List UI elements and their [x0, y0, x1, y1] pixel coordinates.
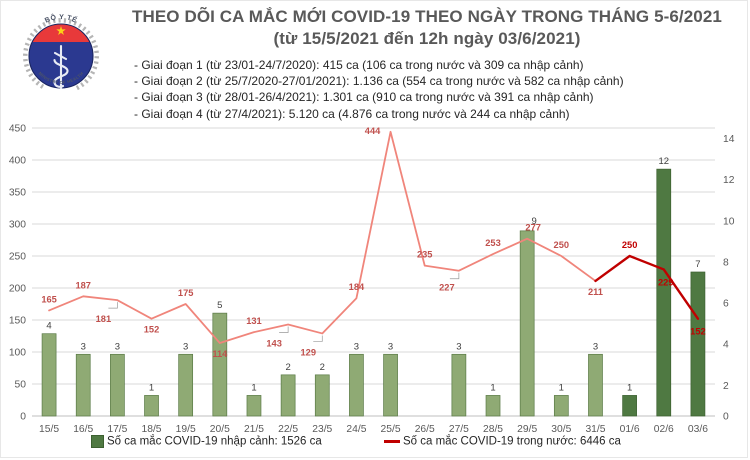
svg-text:10: 10: [723, 216, 735, 227]
svg-text:25/5: 25/5: [381, 424, 401, 435]
svg-text:450: 450: [9, 124, 26, 135]
svg-text:23/5: 23/5: [312, 424, 332, 435]
svg-text:4: 4: [46, 321, 51, 332]
svg-text:1: 1: [149, 382, 154, 393]
svg-text:3: 3: [115, 341, 120, 352]
svg-text:152: 152: [690, 327, 706, 337]
svg-text:1: 1: [490, 382, 495, 393]
svg-text:03/6: 03/6: [688, 424, 708, 435]
svg-text:0: 0: [723, 412, 729, 423]
svg-text:227: 227: [439, 283, 455, 293]
svg-text:229: 229: [658, 277, 674, 287]
svg-text:27/5: 27/5: [449, 424, 469, 435]
svg-text:4: 4: [723, 340, 729, 351]
svg-text:1: 1: [251, 382, 256, 393]
svg-text:181: 181: [96, 314, 112, 324]
svg-text:2: 2: [320, 362, 325, 373]
svg-text:444: 444: [365, 126, 381, 136]
svg-text:3: 3: [456, 341, 461, 352]
svg-text:1: 1: [559, 382, 564, 393]
svg-text:253: 253: [485, 238, 501, 248]
svg-text:100: 100: [9, 348, 26, 359]
svg-text:6: 6: [723, 299, 729, 310]
svg-text:131: 131: [246, 316, 262, 326]
svg-text:21/5: 21/5: [244, 424, 264, 435]
svg-text:175: 175: [178, 288, 194, 298]
svg-text:250: 250: [9, 252, 26, 263]
svg-text:350: 350: [9, 188, 26, 199]
svg-text:8: 8: [723, 257, 729, 268]
svg-text:17/5: 17/5: [107, 424, 127, 435]
svg-text:24/5: 24/5: [346, 424, 366, 435]
svg-text:22/5: 22/5: [278, 424, 298, 435]
svg-text:5: 5: [217, 300, 222, 311]
svg-text:31/5: 31/5: [585, 424, 605, 435]
svg-text:114: 114: [212, 349, 228, 359]
svg-text:16/5: 16/5: [73, 424, 93, 435]
svg-text:30/5: 30/5: [551, 424, 571, 435]
svg-text:3: 3: [183, 341, 188, 352]
svg-text:15/5: 15/5: [39, 424, 59, 435]
svg-text:28/5: 28/5: [483, 424, 503, 435]
svg-text:3: 3: [81, 341, 86, 352]
svg-text:02/6: 02/6: [654, 424, 674, 435]
svg-text:3: 3: [354, 341, 359, 352]
svg-text:184: 184: [349, 282, 365, 292]
svg-text:250: 250: [554, 240, 570, 250]
svg-text:14: 14: [723, 134, 735, 145]
svg-text:211: 211: [588, 287, 603, 297]
svg-text:50: 50: [15, 380, 27, 391]
svg-text:250: 250: [622, 240, 638, 250]
svg-text:400: 400: [9, 156, 26, 167]
svg-text:187: 187: [75, 280, 91, 290]
svg-text:26/5: 26/5: [415, 424, 435, 435]
svg-text:12: 12: [658, 156, 669, 167]
svg-text:277: 277: [525, 223, 541, 233]
svg-text:300: 300: [9, 220, 26, 231]
svg-text:152: 152: [144, 325, 160, 335]
svg-text:18/5: 18/5: [141, 424, 161, 435]
svg-text:2: 2: [285, 362, 290, 373]
svg-text:200: 200: [9, 284, 26, 295]
svg-text:12: 12: [723, 175, 735, 186]
svg-text:2: 2: [723, 381, 729, 392]
svg-text:3: 3: [388, 341, 393, 352]
svg-text:20/5: 20/5: [210, 424, 230, 435]
svg-text:129: 129: [301, 347, 317, 357]
svg-text:7: 7: [695, 259, 700, 270]
svg-text:150: 150: [9, 316, 26, 327]
svg-text:3: 3: [593, 341, 598, 352]
svg-text:19/5: 19/5: [176, 424, 196, 435]
svg-text:235: 235: [417, 250, 433, 260]
svg-text:165: 165: [41, 294, 57, 304]
svg-text:1: 1: [627, 382, 632, 393]
svg-text:0: 0: [20, 412, 26, 423]
svg-text:01/6: 01/6: [620, 424, 640, 435]
svg-text:143: 143: [266, 338, 282, 348]
svg-text:29/5: 29/5: [517, 424, 537, 435]
